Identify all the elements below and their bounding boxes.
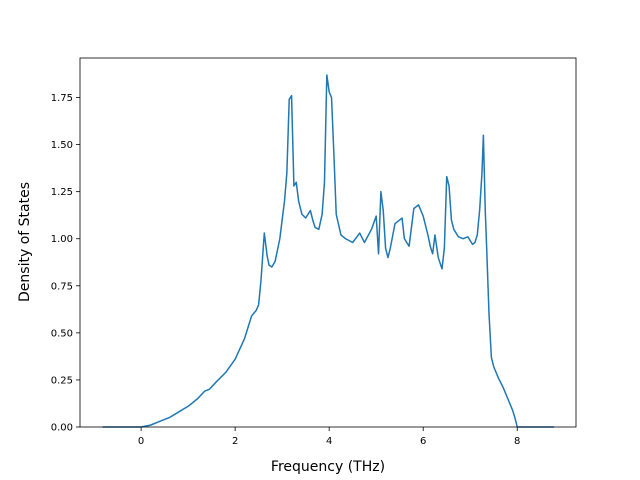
x-tick-label: 4 <box>326 436 332 447</box>
axes-layer: 0 2 4 6 8 0.00 0.25 0.50 0.75 1.00 1.25 1.50 1.75 <box>51 93 521 447</box>
x-tick-label: 6 <box>420 436 426 447</box>
series-layer <box>102 74 554 428</box>
y-tick-label: 1.00 <box>51 234 73 245</box>
y-tick-label: 0.25 <box>51 375 73 386</box>
y-tick-label: 1.50 <box>51 140 73 151</box>
x-tick-label: 0 <box>138 436 144 447</box>
y-tick-label: 0.50 <box>51 328 73 339</box>
dos-series-line <box>102 74 554 428</box>
x-tick-label: 8 <box>514 436 520 447</box>
x-axis-label: Frequency (THz) <box>271 459 385 475</box>
y-tick-label: 1.25 <box>51 187 73 198</box>
y-axis-label: Density of States <box>17 182 33 302</box>
y-tick-label: 0.75 <box>51 281 73 292</box>
axes-spines <box>79 57 577 428</box>
x-tick-label: 2 <box>232 436 238 447</box>
y-tick-label: 1.75 <box>51 93 73 104</box>
plot-frame <box>79 57 577 428</box>
y-tick-label: 0.00 <box>51 423 73 434</box>
